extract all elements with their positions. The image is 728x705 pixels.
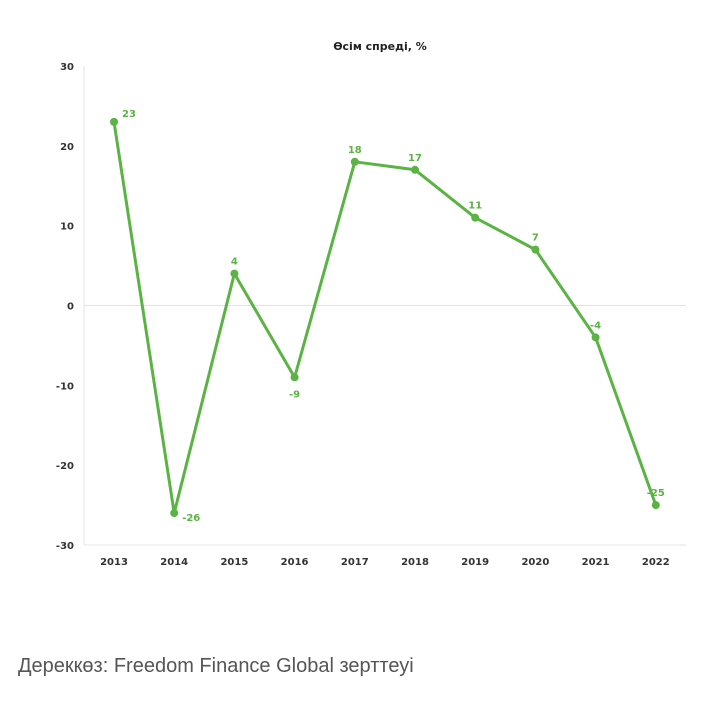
data-point xyxy=(230,269,239,278)
x-tick-label: 2022 xyxy=(642,557,670,568)
data-label: -25 xyxy=(647,488,665,499)
y-tick-label: -30 xyxy=(56,541,74,552)
data-point xyxy=(170,509,179,518)
source-note: Дереккөз: Freedom Finance Global зерттеу… xyxy=(18,655,414,677)
x-tick-label: 2019 xyxy=(461,557,489,568)
axes xyxy=(83,66,686,546)
y-tick-label: 10 xyxy=(60,222,74,233)
data-label: 4 xyxy=(231,257,238,268)
y-tick-label: 20 xyxy=(60,142,74,153)
data-labels: 23 -26 4 -9 18 17 11 7 -4 -25 xyxy=(122,109,665,524)
y-tick-label: -20 xyxy=(56,461,74,472)
series-line xyxy=(112,120,658,515)
data-label: 17 xyxy=(408,153,422,164)
data-label: 11 xyxy=(468,201,482,212)
data-point xyxy=(110,117,118,126)
x-tick-label: 2014 xyxy=(160,557,188,568)
data-label: -4 xyxy=(590,320,601,331)
x-tick-label: 2015 xyxy=(220,557,248,568)
line-chart: Өсім спреді, % 30 20 10 0 -10 -20 -30 2013 2014… xyxy=(56,40,686,568)
data-point xyxy=(350,157,359,166)
data-point xyxy=(591,333,600,342)
y-tick-label: 0 xyxy=(67,302,74,313)
chart-title: Өсім спреді, % xyxy=(333,40,427,53)
data-label: 18 xyxy=(348,145,362,156)
x-tick-label: 2016 xyxy=(281,557,309,568)
y-tick-label: 30 xyxy=(60,62,74,73)
y-axis-ticks: 30 20 10 0 -10 -20 -30 xyxy=(56,62,74,552)
x-tick-label: 2018 xyxy=(401,557,429,568)
x-tick-label: 2017 xyxy=(341,557,369,568)
data-point xyxy=(290,373,299,382)
data-label: 7 xyxy=(532,233,539,244)
data-point xyxy=(531,245,540,254)
data-point xyxy=(471,213,480,222)
data-label: 23 xyxy=(122,109,136,120)
x-tick-label: 2013 xyxy=(100,557,128,568)
data-label: -26 xyxy=(182,513,200,524)
data-point xyxy=(411,165,419,174)
x-tick-label: 2020 xyxy=(521,557,549,568)
data-point xyxy=(651,501,660,510)
series-group xyxy=(110,117,660,518)
y-tick-label: -10 xyxy=(56,381,74,392)
x-tick-label: 2021 xyxy=(582,557,610,568)
x-axis-ticks: 2013 2014 2015 2016 2017 2018 2019 2020 2021 2022 xyxy=(100,557,670,568)
data-label: -9 xyxy=(289,389,300,400)
